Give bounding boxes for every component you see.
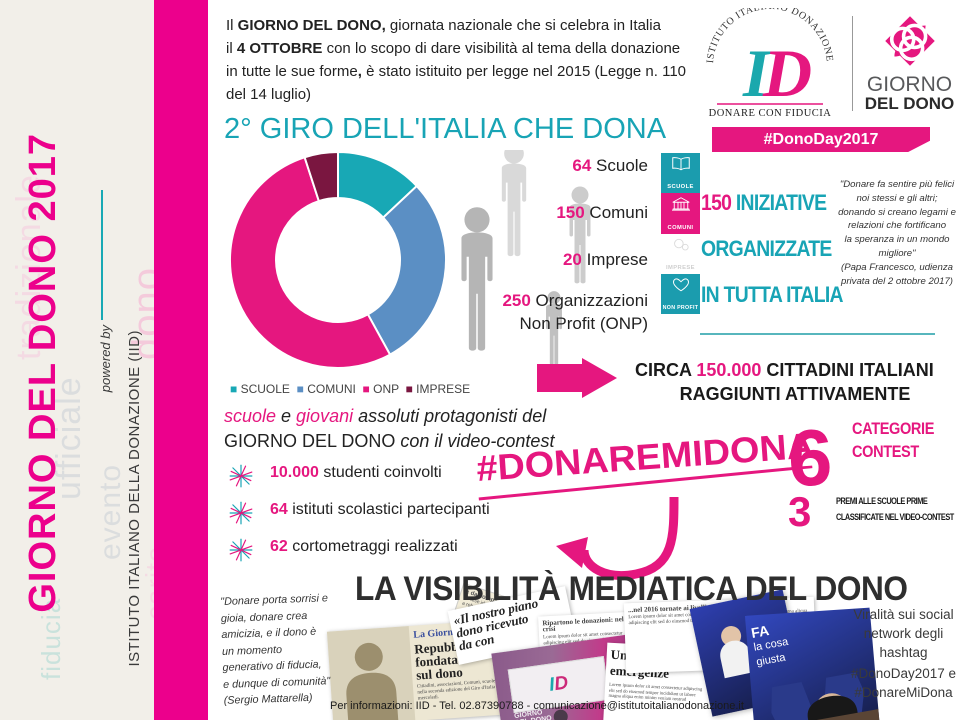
svg-text:D: D bbox=[762, 35, 812, 111]
svg-text:DONARE CON FIDUCIA: DONARE CON FIDUCIA bbox=[709, 108, 832, 118]
